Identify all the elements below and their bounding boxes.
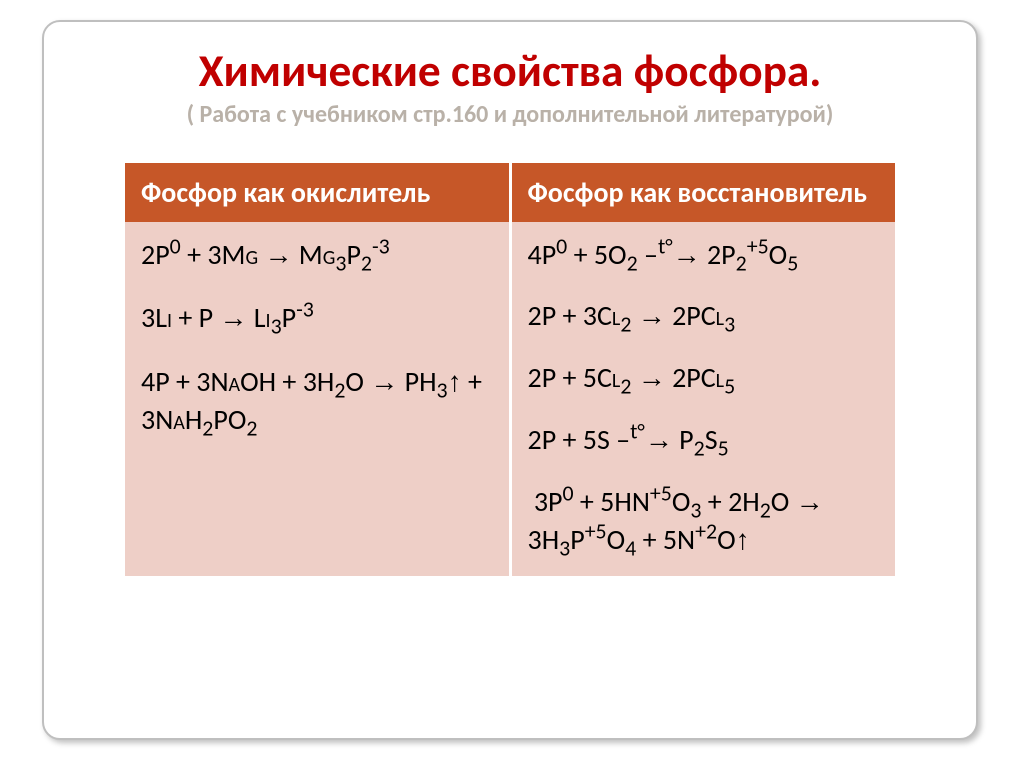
slide-title: Химические свойства фосфора.: [44, 48, 976, 96]
equation: 3P0 + 5HN+5O3 + 2H2O → 3H3P+5O4 + 5N+2O↑: [528, 483, 880, 559]
chemistry-table: Фосфор как окислитель Фосфор как восстан…: [125, 163, 895, 577]
equation: 4P + 3NaOH + 3H2O → PH3↑ + 3NaH2PO2: [141, 363, 493, 439]
table-header-row: Фосфор как окислитель Фосфор как восстан…: [125, 163, 895, 222]
slide-subtitle: ( Работа с учебником стр.160 и дополните…: [44, 100, 976, 129]
slide-frame: Химические свойства фосфора. ( Работа с …: [42, 20, 978, 740]
equation: 2P + 5Cl2 → 2PCl5: [528, 359, 880, 397]
cell-reducer-equations: 4P0 + 5O2 –t°→ 2P2+5O5 2P + 3Cl2 → 2PCl3 2…: [510, 222, 895, 577]
cell-oxidizer-equations: 2P0 + 3Mg → Mg3P2-3 3Li + P → Li3P-3 4P + …: [125, 222, 510, 577]
table-body-row: 2P0 + 3Mg → Mg3P2-3 3Li + P → Li3P-3 4P + …: [125, 222, 895, 577]
header-oxidizer: Фосфор как окислитель: [125, 163, 510, 222]
header-reducer: Фосфор как восстановитель: [510, 163, 895, 222]
equation: 4P0 + 5O2 –t°→ 2P2+5O5: [528, 236, 880, 274]
equation: 3Li + P → Li3P-3: [141, 299, 493, 337]
equation: 2P + 3Cl2 → 2PCl3: [528, 297, 880, 335]
equation: 2P + 5S –t°→ P2S5: [528, 421, 880, 459]
equation: 2P0 + 3Mg → Mg3P2-3: [141, 236, 493, 274]
